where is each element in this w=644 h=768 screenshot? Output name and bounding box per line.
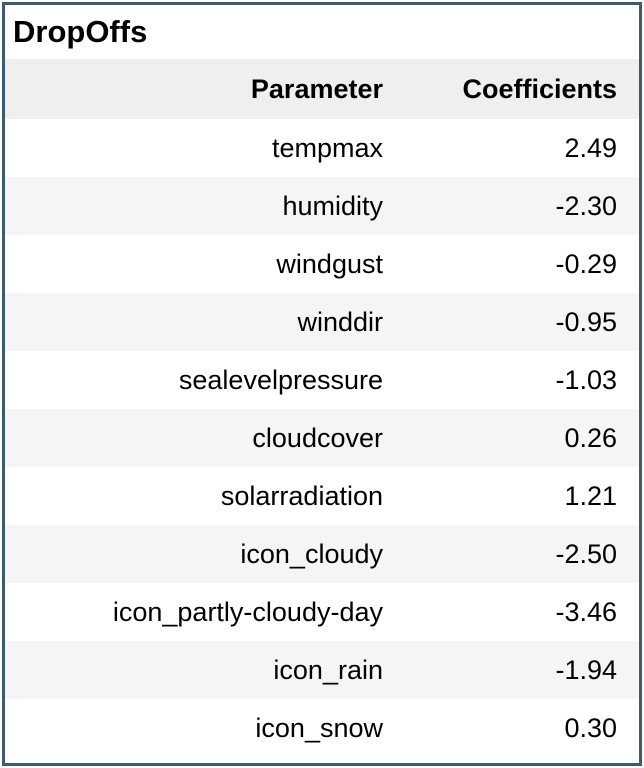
table-row: icon_rain -1.94	[5, 641, 639, 699]
column-header-parameter: Parameter	[5, 59, 405, 119]
coefficient-cell: 2.49	[405, 119, 639, 177]
coefficient-cell: -2.30	[405, 177, 639, 235]
parameter-cell: icon_cloudy	[5, 525, 405, 583]
table-row: sealevelpressure -1.03	[5, 351, 639, 409]
table-row: winddir -0.95	[5, 293, 639, 351]
coefficient-cell: 1.21	[405, 467, 639, 525]
table-row: icon_partly-cloudy-day -3.46	[5, 583, 639, 641]
table-body: tempmax 2.49 humidity -2.30 windgust -0.29 win…	[5, 119, 639, 757]
coefficients-table: Parameter Coefficients tempmax 2.49 humidi…	[5, 59, 639, 757]
parameter-cell: humidity	[5, 177, 405, 235]
parameter-cell: icon_partly-cloudy-day	[5, 583, 405, 641]
header-row: Parameter Coefficients	[5, 59, 639, 119]
coefficient-cell: -1.03	[405, 351, 639, 409]
parameter-cell: cloudcover	[5, 409, 405, 467]
coefficient-cell: -1.94	[405, 641, 639, 699]
coefficient-cell: 0.30	[405, 699, 639, 757]
parameter-cell: winddir	[5, 293, 405, 351]
coefficient-cell: -2.50	[405, 525, 639, 583]
table-row: cloudcover 0.26	[5, 409, 639, 467]
table-row: humidity -2.30	[5, 177, 639, 235]
coefficient-cell: -0.29	[405, 235, 639, 293]
table-row: icon_cloudy -2.50	[5, 525, 639, 583]
table-row: tempmax 2.49	[5, 119, 639, 177]
coefficient-cell: -0.95	[405, 293, 639, 351]
table-caption: DropOffs	[13, 14, 148, 49]
parameter-cell: windgust	[5, 235, 405, 293]
column-header-coefficients: Coefficients	[405, 59, 639, 119]
parameter-cell: sealevelpressure	[5, 351, 405, 409]
parameter-cell: icon_rain	[5, 641, 405, 699]
coefficient-cell: 0.26	[405, 409, 639, 467]
coefficient-cell: -3.46	[405, 583, 639, 641]
parameter-cell: tempmax	[5, 119, 405, 177]
parameter-cell: solarradiation	[5, 467, 405, 525]
table-row: solarradiation 1.21	[5, 467, 639, 525]
table-row: icon_snow 0.30	[5, 699, 639, 757]
parameter-cell: icon_snow	[5, 699, 405, 757]
table-row: windgust -0.29	[5, 235, 639, 293]
